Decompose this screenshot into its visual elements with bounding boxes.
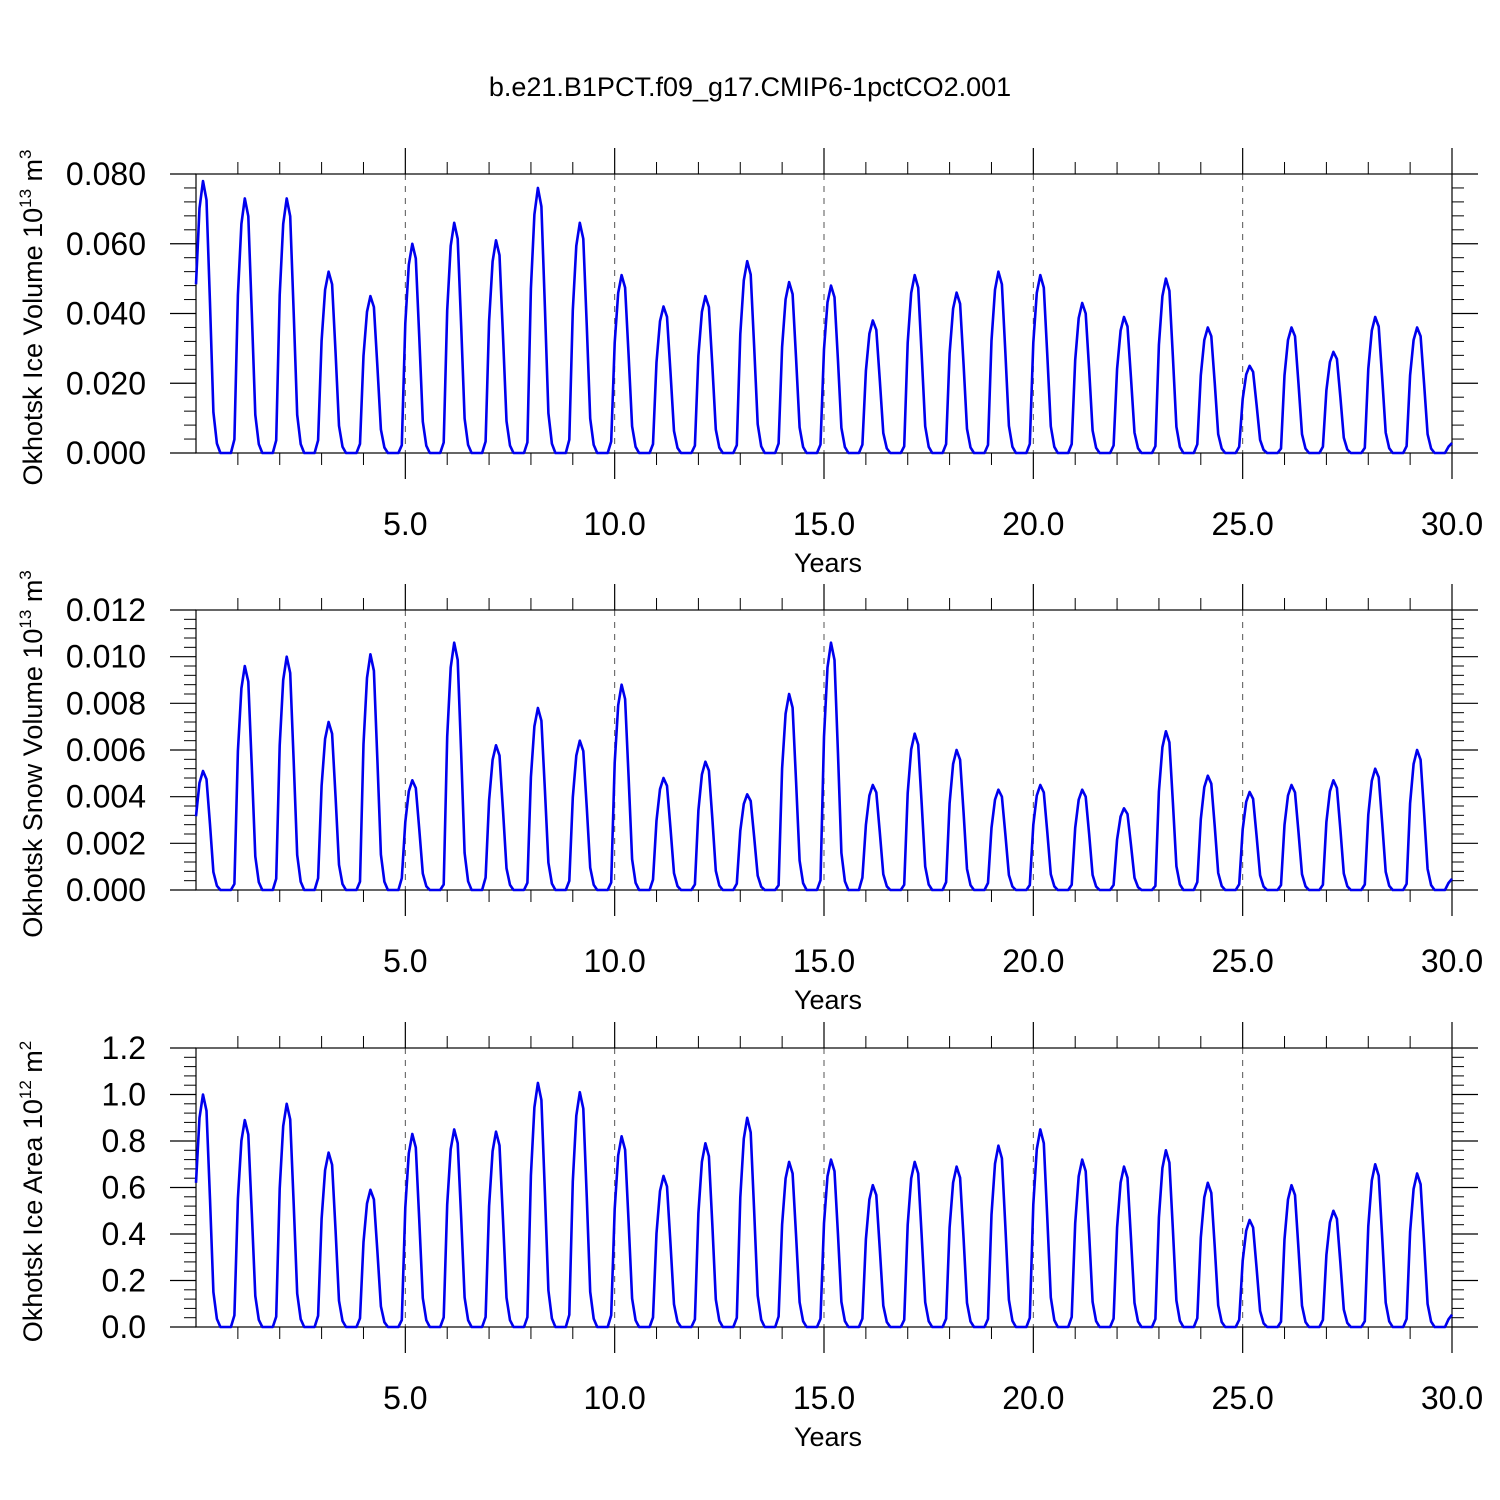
ice-volume-xtick-label: 20.0 <box>1002 506 1064 542</box>
snow-volume-ytick-label: 0.006 <box>66 732 146 768</box>
snow-volume-ylabel-part: 13 <box>16 610 35 629</box>
snow-volume-ylabel-part: 3 <box>16 570 35 579</box>
snow-volume-ylabel-part: Okhotsk Snow Volume 10 <box>18 629 48 938</box>
snow-volume-ylabel-part: m <box>18 580 48 610</box>
ice-area-ylabel-part: 2 <box>16 1041 35 1050</box>
ice-volume-ylabel-part: m <box>18 159 48 189</box>
ice-area-ylabel-part: 12 <box>16 1080 35 1099</box>
snow-volume-xtick-label: 20.0 <box>1002 943 1064 979</box>
ice-volume-xtick-label: 30.0 <box>1421 506 1483 542</box>
snow-volume-ytick-label: 0.008 <box>66 685 146 721</box>
ice-volume-ytick-label: 0.020 <box>66 365 146 401</box>
ice-area-ytick-label: 0.2 <box>102 1263 146 1299</box>
ice-volume-xtick-label: 5.0 <box>383 506 427 542</box>
snow-volume-ytick-label: 0.010 <box>66 639 146 675</box>
snow-volume-ytick-label: 0.004 <box>66 779 146 815</box>
ice-area-xtick-label: 30.0 <box>1421 1380 1483 1416</box>
snow-volume-ytick-label: 0.000 <box>66 872 146 908</box>
ice-area-ytick-label: 0.8 <box>102 1123 146 1159</box>
snow-volume-xtick-label: 15.0 <box>793 943 855 979</box>
ice-area-ylabel-part: m <box>18 1050 48 1080</box>
ice-volume-xtick-label: 15.0 <box>793 506 855 542</box>
snow-volume-xtick-label: 25.0 <box>1212 943 1274 979</box>
ice-area-xtick-label: 10.0 <box>584 1380 646 1416</box>
snow-volume-ytick-label: 0.012 <box>66 592 146 628</box>
ice-area-panel: 0.0 0.2 0.4 0.6 0.8 1.0 1.2 5.0 10.0 15.0 20.0 25.0… <box>16 1022 1483 1452</box>
ice-area-xlabel: Years <box>794 1422 862 1452</box>
snow-volume-xlabel: Years <box>794 985 862 1015</box>
ice-area-ytick-label: 0.4 <box>102 1216 146 1252</box>
ice-volume-xtick-label: 25.0 <box>1212 506 1274 542</box>
ice-volume-ylabel-part: 13 <box>16 189 35 208</box>
ice-volume-ylabel-part: Okhotsk Ice Volume 10 <box>18 208 48 486</box>
snow-volume-panel: 0.000 0.002 0.004 0.006 0.008 0.010 0.012 5.0 10… <box>16 570 1483 1015</box>
ice-area-ylabel-part: Okhotsk Ice Area 10 <box>18 1099 48 1342</box>
ice-area-ytick-label: 1.0 <box>102 1077 146 1113</box>
ice-area-ytick-label: 1.2 <box>102 1030 146 1066</box>
page-title: b.e21.B1PCT.f09_g17.CMIP6-1pctCO2.001 <box>488 72 1012 102</box>
ice-volume-ylabel-part: 3 <box>16 149 35 158</box>
ice-area-xtick-label: 5.0 <box>383 1380 427 1416</box>
ice-volume-ylabel: Okhotsk Ice Volume 1013 m3 <box>16 149 48 485</box>
ice-volume-ytick-label: 0.060 <box>66 226 146 262</box>
ice-volume-ytick-label: 0.000 <box>66 435 146 471</box>
snow-volume-xtick-label: 30.0 <box>1421 943 1483 979</box>
snow-volume-series-line <box>194 641 1453 892</box>
snow-volume-ytick-label: 0.002 <box>66 825 146 861</box>
ice-volume-ytick-label: 0.080 <box>66 156 146 192</box>
ice-volume-ytick-label: 0.040 <box>66 296 146 332</box>
ice-area-ytick-label: 0.6 <box>102 1170 146 1206</box>
ice-area-xtick-label: 25.0 <box>1212 1380 1274 1416</box>
snow-volume-ylabel: Okhotsk Snow Volume 1013 m3 <box>16 570 48 938</box>
ice-volume-series-line <box>194 179 1453 455</box>
snow-volume-xtick-label: 10.0 <box>584 943 646 979</box>
ice-volume-xtick-label: 10.0 <box>584 506 646 542</box>
snow-volume-xtick-label: 5.0 <box>383 943 427 979</box>
ice-area-series-line <box>194 1081 1454 1329</box>
ice-area-ytick-label: 0.0 <box>102 1309 146 1345</box>
ice-area-xtick-label: 20.0 <box>1002 1380 1064 1416</box>
ice-area-xtick-label: 15.0 <box>793 1380 855 1416</box>
ice-area-ylabel: Okhotsk Ice Area 1012 m2 <box>16 1041 48 1343</box>
ice-volume-panel: 0.000 0.020 0.040 0.060 0.080 5.0 10.0 15.0 20.0… <box>16 148 1483 578</box>
ice-volume-xlabel: Years <box>794 548 862 578</box>
